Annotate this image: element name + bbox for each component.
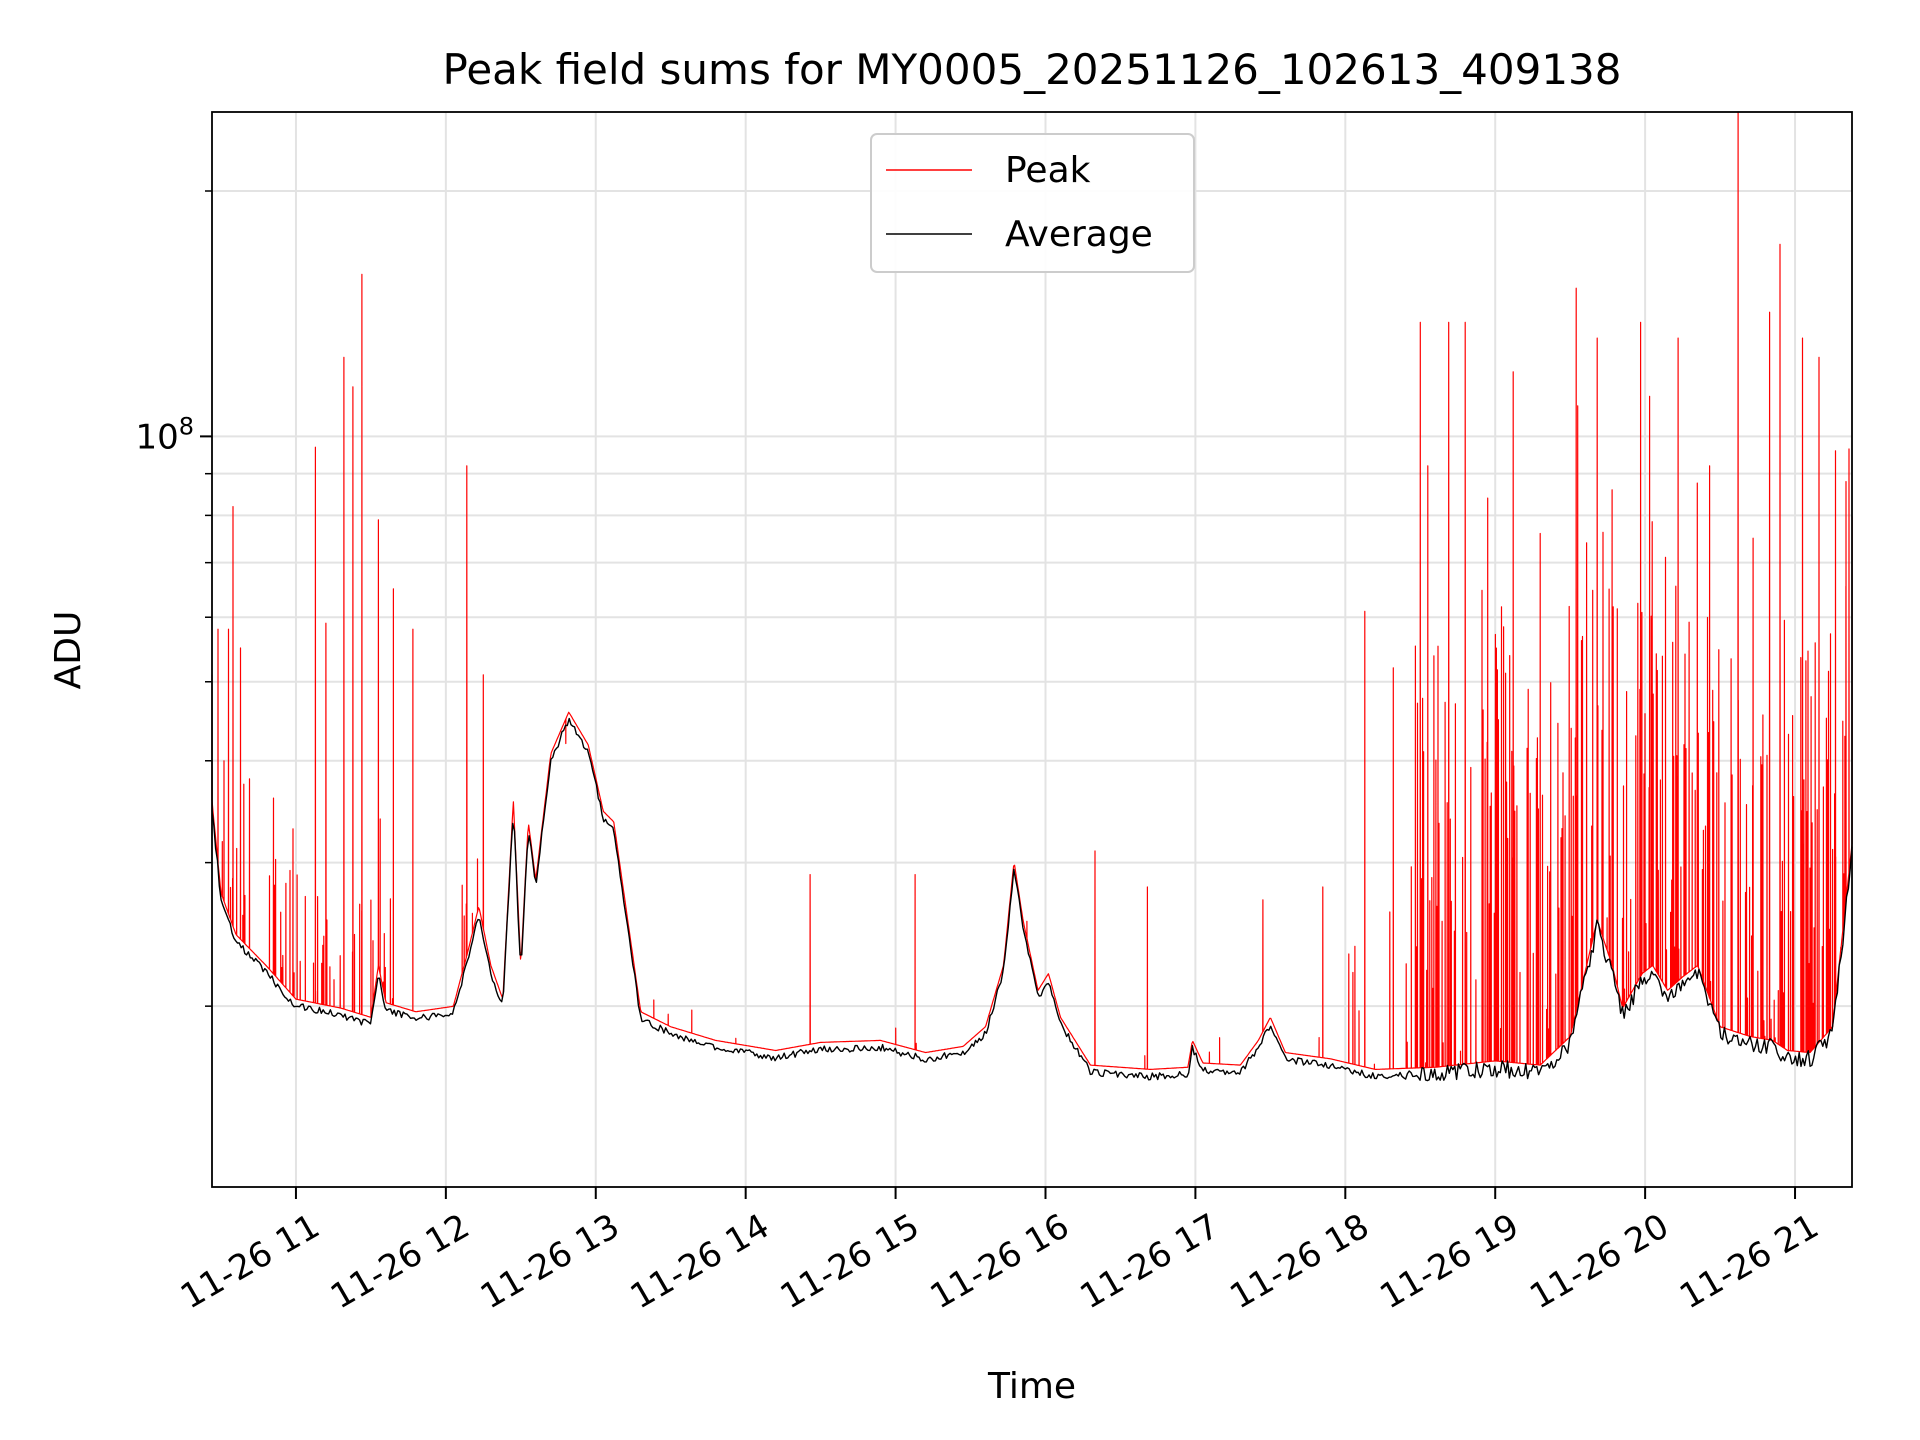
grid <box>212 112 1852 1187</box>
axes-frame <box>211 111 1853 1188</box>
axes-background <box>212 112 1852 1187</box>
legend: Peak Average <box>870 133 1195 273</box>
series-peak-line <box>211 111 1853 1070</box>
series-layer <box>211 111 1853 1082</box>
legend-box <box>870 133 1195 273</box>
y-tick-label-base: 10 <box>135 417 178 457</box>
y-tick-label-exponent: 8 <box>179 412 194 440</box>
legend-peak-label: Peak <box>1005 150 1091 191</box>
y-axis-label: ADU <box>48 611 89 690</box>
x-axis-label: Time <box>987 1366 1076 1407</box>
series-average-line <box>211 717 1853 1082</box>
chart-title: Peak field sums for MY0005_20251126_1026… <box>442 45 1621 94</box>
legend-average-label: Average <box>1005 214 1153 255</box>
y-tick-label: 108 <box>135 412 194 457</box>
